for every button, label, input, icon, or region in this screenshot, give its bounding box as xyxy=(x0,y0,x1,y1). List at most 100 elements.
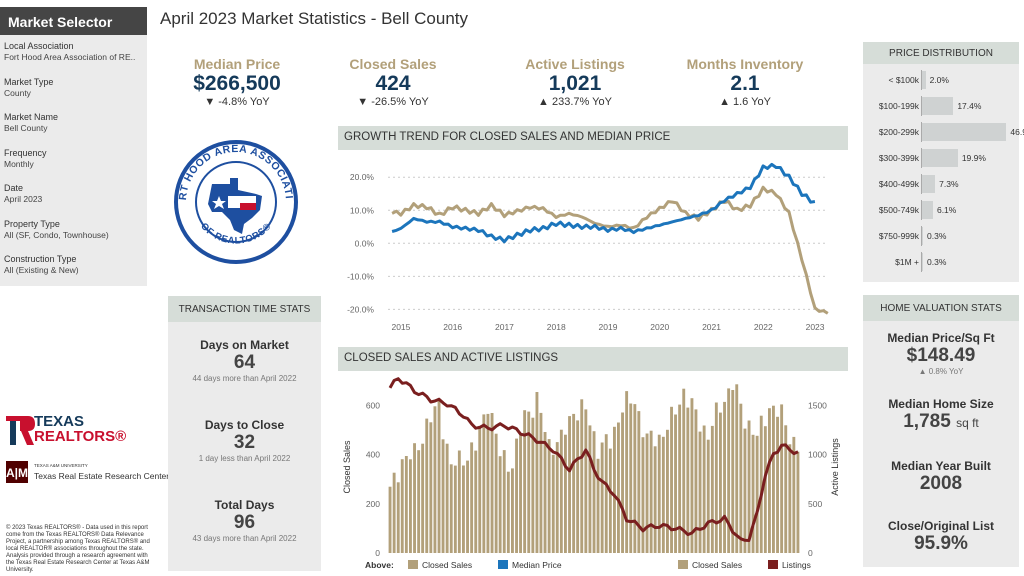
closed-sales-bar xyxy=(710,425,714,553)
valuation-value: 95.9% xyxy=(914,533,968,554)
selector-field[interactable]: Construction Type All (Existing & New) xyxy=(4,254,143,290)
closed-sales-bar xyxy=(719,412,722,553)
valuation-value: 1,785 xyxy=(903,411,951,432)
selector-field-value[interactable]: Monthly xyxy=(4,158,34,169)
selector-field[interactable]: Local Association Fort Hood Area Associat… xyxy=(4,41,143,77)
y-tick-label: 200 xyxy=(366,499,380,509)
price-row-label: < $100k xyxy=(888,75,920,85)
selector-field[interactable]: Property Type All (SF, Condo, Townhouse) xyxy=(4,219,143,255)
closed-sales-bar xyxy=(735,384,739,553)
price-row-pct: 17.4% xyxy=(957,101,982,111)
y-tick-label: 400 xyxy=(366,450,380,460)
closed-sales-bar xyxy=(772,405,775,553)
price-row: $500-749k 6.1% xyxy=(863,200,1019,220)
closed-sales-bar xyxy=(633,404,637,553)
legend-swatch-listings xyxy=(768,560,778,569)
price-row: $400-499k 7.3% xyxy=(863,174,1019,194)
price-bar xyxy=(922,201,933,219)
selector-field-value[interactable]: Bell County xyxy=(4,123,48,133)
closed-sales-bar xyxy=(600,442,604,553)
closed-sales-bar xyxy=(572,413,576,553)
closed-sales-bar xyxy=(747,420,751,553)
kpi-change: ▼ -4.8% YoY xyxy=(204,96,270,108)
selector-field-value[interactable]: County xyxy=(4,87,31,98)
kpi-card: Months Inventory 2.1 ▲ 1.6 YoY xyxy=(675,56,815,108)
legend-median-price: Median Price xyxy=(512,560,562,570)
closed-sales-bar xyxy=(559,429,563,553)
stat-note: 1 day less than April 2022 xyxy=(198,454,291,463)
x-tick-label: 2022 xyxy=(754,322,773,332)
selector-field[interactable]: Market Type County xyxy=(4,77,143,113)
association-logo: FORT HOOD AREA ASSOCIATION OF REALTORS® xyxy=(168,129,300,266)
selector-field[interactable]: Date April 2023 xyxy=(4,183,143,219)
closed-sales-bar xyxy=(580,399,584,553)
legend-listings: Listings xyxy=(782,560,811,570)
closed-sales-bar xyxy=(751,434,755,553)
closed-sales-bar xyxy=(413,443,416,553)
closed-sales-bar xyxy=(653,446,657,553)
closed-sales-bar xyxy=(763,426,767,553)
price-row: $200-299k 46.9% xyxy=(863,122,1024,142)
selector-field-value[interactable]: Fort Hood Area Association of RE.. xyxy=(4,52,136,62)
price-bar xyxy=(922,227,923,245)
selector-field[interactable]: Frequency Monthly xyxy=(4,148,143,184)
price-bar xyxy=(922,253,923,271)
selector-field[interactable]: Market Name Bell County xyxy=(4,112,143,148)
closed-sales-bar xyxy=(784,425,788,553)
legend-above-label: Above: xyxy=(365,560,394,570)
valuation-value-row: 95.9% xyxy=(863,533,1019,555)
valuation-stat: Close/Original List 95.9% xyxy=(863,519,1019,555)
closed-sales-bar xyxy=(637,411,641,553)
legend-swatch-closed-sales-2 xyxy=(678,560,688,569)
closed-sales-bar xyxy=(539,412,543,553)
closed-sales-bar xyxy=(551,454,555,553)
selector-field-value[interactable]: All (Existing & New) xyxy=(4,265,79,275)
y-tick-label: 600 xyxy=(366,401,380,411)
closed-sales-bar xyxy=(482,414,486,553)
stat-note: 43 days more than April 2022 xyxy=(192,534,297,543)
closed-sales-bar xyxy=(417,450,421,553)
selector-field-label: Date xyxy=(4,183,24,193)
price-bar xyxy=(922,123,1007,141)
x-tick-label: 2018 xyxy=(547,322,566,332)
closed-sales-bar xyxy=(670,406,673,553)
closed-sales-bar xyxy=(617,422,620,553)
closed-sales-bar xyxy=(527,411,531,553)
valuation-stat: Median Price/Sq Ft $148.49 ▲ 0.8% YoY xyxy=(863,331,1019,376)
price-row-label: $750-999k xyxy=(878,231,919,241)
closed-sales-bar xyxy=(437,400,441,553)
closed-sales-bar xyxy=(511,468,514,553)
closed-sales-bar xyxy=(449,464,453,553)
price-bar xyxy=(922,97,954,115)
closed-sales-bar xyxy=(531,417,535,553)
selector-field-value[interactable]: April 2023 xyxy=(4,194,43,204)
svg-text:A|M: A|M xyxy=(6,466,28,480)
y-tick-label: -10.0% xyxy=(347,271,374,281)
closed-sales-bar xyxy=(523,410,527,553)
tamu-center-text: Texas Real Estate Research Center xyxy=(34,471,170,481)
stat-value: 32 xyxy=(233,432,256,453)
closed-sales-bar xyxy=(409,459,412,553)
closed-sales-bar xyxy=(576,420,580,553)
stat-label: Days to Close xyxy=(204,418,285,432)
price-row-label: $500-749k xyxy=(878,205,919,215)
growth-trend-header: GROWTH TREND FOR CLOSED SALES AND MEDIAN… xyxy=(338,126,848,150)
y-tick-label: 0 xyxy=(375,548,380,558)
legend-swatch-closed-sales xyxy=(408,560,418,569)
transaction-stat: Total Days 96 43 days more than April 2022 xyxy=(168,498,321,543)
closed-sales-bar xyxy=(584,409,588,553)
closed-sales-bar xyxy=(706,439,710,553)
kpi-value: 424 xyxy=(375,72,411,95)
tamu-logo: A|M TEXAS A&M UNIVERSITY Texas Real Esta… xyxy=(6,461,169,483)
closed-sales-bar xyxy=(400,459,404,553)
closed-sales-bar xyxy=(714,402,718,553)
x-tick-label: 2015 xyxy=(391,322,410,332)
selector-field-value[interactable]: All (SF, Condo, Townhouse) xyxy=(4,229,109,240)
closed-sales-bar xyxy=(780,404,784,553)
price-row-label: $400-499k xyxy=(878,179,919,189)
closed-sales-bar xyxy=(453,465,457,553)
closed-sales-bar xyxy=(661,436,665,553)
price-row-label: $300-399k xyxy=(878,153,919,163)
stat-note: 44 days more than April 2022 xyxy=(192,374,297,383)
closed-sales-bar xyxy=(776,416,779,553)
